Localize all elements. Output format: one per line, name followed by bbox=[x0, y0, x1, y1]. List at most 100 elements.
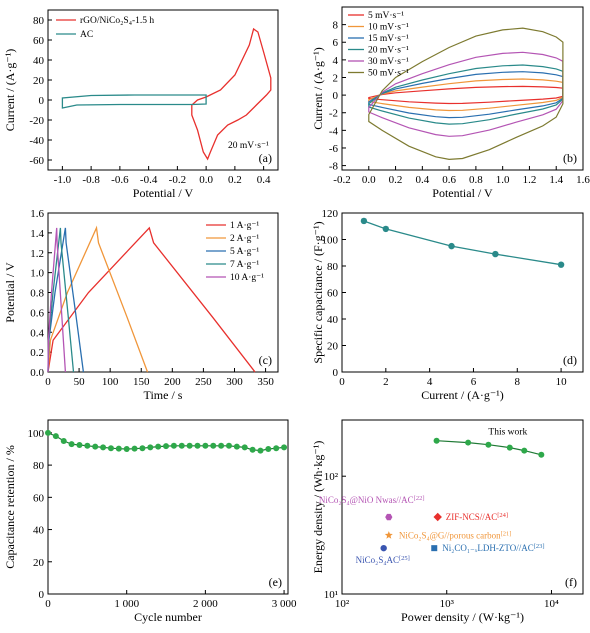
x-tick-label: 10⁴ bbox=[544, 598, 559, 610]
data-point bbox=[155, 443, 162, 450]
data-point bbox=[448, 242, 455, 250]
y-tick-label: 0 bbox=[333, 367, 339, 379]
x-tick-label: 10 bbox=[556, 376, 568, 388]
y-tick-label: -40 bbox=[29, 135, 44, 147]
x-tick-label: 0.8 bbox=[469, 174, 483, 186]
x-tick-label: 0.4 bbox=[257, 174, 271, 186]
y-tick-label: 1.4 bbox=[30, 228, 44, 240]
data-point bbox=[92, 443, 99, 450]
reference-label: NiCo₂S₄AC[25] bbox=[356, 555, 410, 566]
y-tick-label: 0 bbox=[333, 90, 339, 102]
data-point bbox=[233, 443, 240, 450]
panel-b: -0.2 0.0 0.2 0.4 0.6 0.8 1.0 1.2 1.4 1.6 -8 -6 -4 -2 0… bbox=[311, 6, 590, 200]
data-point bbox=[433, 437, 440, 444]
y-tick-label: -4 bbox=[329, 125, 339, 137]
y-tick-label: 60 bbox=[33, 35, 45, 47]
x-tick-label: 100 bbox=[102, 376, 119, 388]
marker-star bbox=[384, 531, 393, 539]
panel-label: (d) bbox=[563, 353, 577, 367]
legend-label: 5 A·g⁻¹ bbox=[230, 247, 259, 257]
y-axis-label: Current / (A·g⁻¹) bbox=[311, 47, 325, 130]
y-tick-label: 0.0 bbox=[30, 367, 44, 379]
y-tick-label: 80 bbox=[327, 261, 339, 273]
y-tick-label: -8 bbox=[329, 161, 339, 173]
reference-label: NiCo₂S₄@NiO Nwas//AC[22] bbox=[319, 495, 425, 506]
x-tick-label: 1.2 bbox=[523, 174, 537, 186]
x-tick-label: 350 bbox=[257, 376, 274, 388]
x-tick-label: 2 000 bbox=[193, 598, 218, 610]
plot-frame bbox=[341, 212, 584, 373]
data-point bbox=[225, 442, 232, 449]
data-point bbox=[60, 437, 67, 444]
y-axis-label: Specific capacitance / (F·g⁻¹) bbox=[311, 221, 325, 363]
marker-circle bbox=[380, 544, 387, 552]
data-point bbox=[257, 447, 264, 454]
y-tick-label: 80 bbox=[33, 460, 45, 472]
x-tick-label: 6 bbox=[471, 376, 477, 388]
panel-label: (e) bbox=[269, 575, 282, 589]
y-tick-label: 4 bbox=[333, 55, 339, 67]
x-tick-label: 0 bbox=[45, 376, 51, 388]
legend-label: 10 A·g⁻¹ bbox=[230, 273, 264, 283]
y-tick-label: -60 bbox=[29, 155, 44, 167]
y-tick-label: 20 bbox=[327, 341, 339, 353]
data-point bbox=[557, 261, 565, 268]
x-tick-label: -0.2 bbox=[169, 174, 186, 186]
y-tick-label: 120 bbox=[322, 208, 339, 220]
data-point bbox=[538, 451, 545, 458]
x-tick-label: 1.0 bbox=[496, 174, 510, 186]
data-point bbox=[186, 442, 193, 449]
y-tick-label: 0.8 bbox=[30, 288, 44, 300]
x-axis-label: Time / s bbox=[144, 388, 183, 402]
y-tick-label: 40 bbox=[33, 525, 45, 537]
y-tick-label: 0 bbox=[39, 95, 45, 107]
y-tick-label: 0.2 bbox=[30, 347, 44, 359]
y-tick-label: 10¹ bbox=[324, 589, 338, 601]
this-work-label: This work bbox=[488, 428, 527, 438]
x-tick-label: -0.8 bbox=[82, 174, 100, 186]
x-tick-label: 10² bbox=[335, 598, 350, 610]
legend-label: 15 mV·s⁻¹ bbox=[368, 34, 409, 44]
data-point bbox=[139, 445, 146, 452]
x-tick-label: 10³ bbox=[440, 598, 455, 610]
data-point bbox=[115, 445, 122, 452]
panel-label: (b) bbox=[563, 151, 577, 165]
y-tick-label: 1.6 bbox=[30, 208, 44, 220]
x-tick-label: 4 bbox=[427, 376, 433, 388]
data-point bbox=[506, 444, 513, 451]
data-point bbox=[465, 439, 472, 446]
x-tick-label: 1 000 bbox=[114, 598, 139, 610]
y-axis-label: Energy density / (Wh·kg⁻¹) bbox=[311, 441, 325, 574]
y-tick-label: 60 bbox=[327, 288, 339, 300]
y-tick-label: 20 bbox=[33, 75, 45, 87]
scan-rate-annotation: 20 mV·s⁻¹ bbox=[228, 141, 269, 151]
data-point bbox=[273, 445, 280, 452]
data-point bbox=[45, 429, 51, 436]
legend-label: 50 mV·s⁻¹ bbox=[368, 69, 409, 79]
legend-label: 7 A·g⁻¹ bbox=[230, 260, 259, 270]
x-tick-label: 150 bbox=[133, 376, 150, 388]
data-point bbox=[210, 442, 217, 449]
x-tick-label: 3 000 bbox=[272, 598, 297, 610]
y-axis-label: Potential / V bbox=[3, 262, 17, 323]
reference-label: ZIF-NCS//AC[24] bbox=[446, 512, 508, 523]
x-tick-label: -0.2 bbox=[333, 174, 350, 186]
y-tick-label: 0 bbox=[39, 589, 45, 601]
data-point bbox=[107, 445, 114, 452]
legend-label: 1 A·g⁻¹ bbox=[230, 221, 259, 231]
data-point bbox=[521, 447, 528, 454]
y-tick-label: 100 bbox=[322, 235, 339, 247]
x-tick-label: 1.4 bbox=[549, 174, 563, 186]
reference-label: Ni₂CO₁₋ₓLDH-ZTO//AC[23] bbox=[442, 543, 544, 554]
panel-c: 0 50 100 150 200 250 300 350 0.0 0.2 0.4 0.6 0.8 1.0 1… bbox=[3, 208, 279, 402]
y-tick-label: 1.2 bbox=[30, 248, 44, 260]
cv-curve bbox=[61, 94, 207, 109]
data-point bbox=[194, 442, 201, 449]
gcd-curve bbox=[47, 225, 149, 373]
x-tick-label: -0.6 bbox=[111, 174, 129, 186]
panel-e: 0 1 000 2 000 3 000 0 20 40 60 80 100 Cycle number… bbox=[3, 419, 297, 624]
cv-curve bbox=[191, 27, 272, 161]
